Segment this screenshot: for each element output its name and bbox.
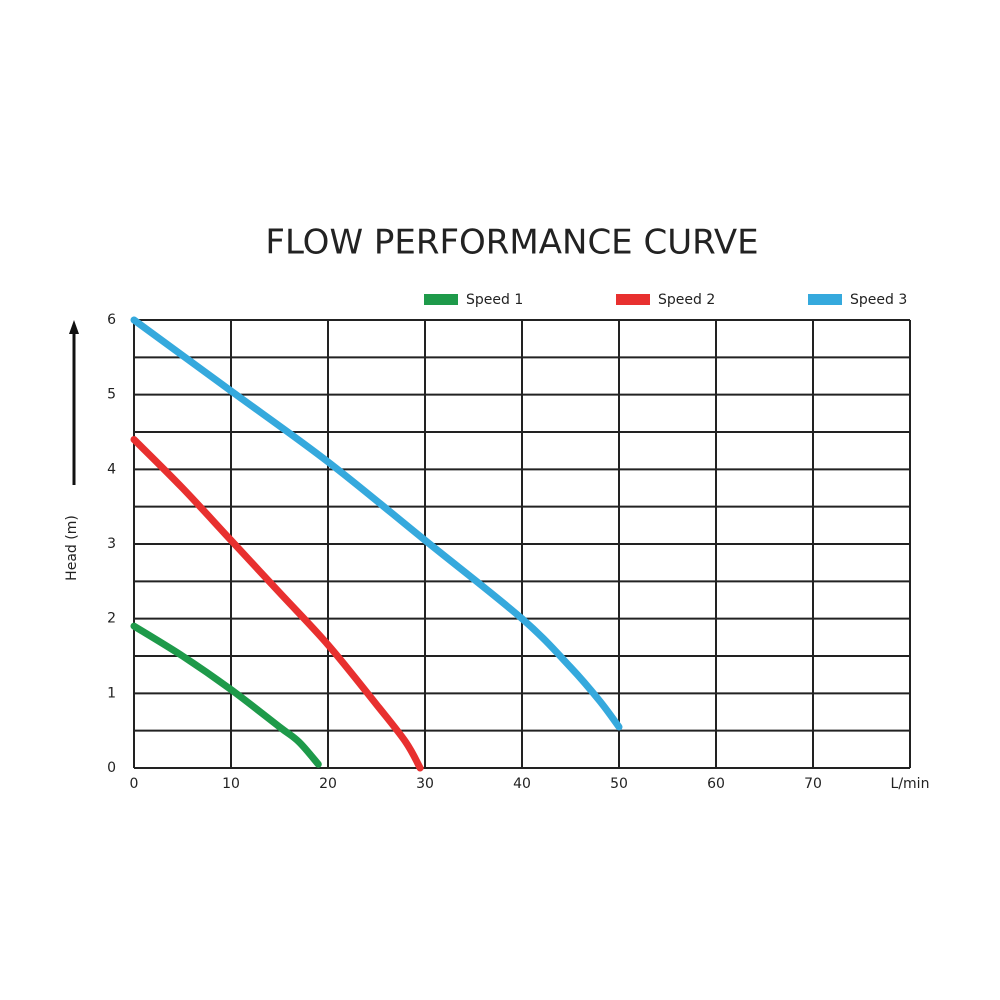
x-tick-label: 10 (222, 776, 240, 792)
legend-label: Speed 1 (466, 292, 523, 308)
x-tick-label: 30 (416, 776, 434, 792)
x-tick-label: 50 (610, 776, 628, 792)
legend-swatch (424, 294, 458, 305)
y-tick-label: 3 (107, 536, 116, 552)
x-tick-label: 70 (804, 776, 822, 792)
series-line (130, 435, 424, 772)
y-tick-label: 1 (107, 685, 116, 701)
y-tick-label: 4 (107, 461, 116, 477)
x-tick-label: 40 (513, 776, 531, 792)
x-tick-label: 0 (130, 776, 139, 792)
series-line (130, 622, 322, 768)
chart-title: FLOW PERFORMANCE CURVE (265, 223, 758, 263)
legend-swatch (616, 294, 650, 305)
y-tick-label: 5 (107, 387, 116, 403)
x-axis-label: L/min (891, 776, 930, 792)
y-tick-label: 6 (107, 312, 116, 328)
y-tick-label: 2 (107, 611, 116, 627)
y-tick-label: 0 (107, 760, 116, 776)
x-tick-label: 20 (319, 776, 337, 792)
legend-label: Speed 2 (658, 292, 715, 308)
x-tick-label: 60 (707, 776, 725, 792)
legend-label: Speed 3 (850, 292, 907, 308)
legend-swatch (808, 294, 842, 305)
y-axis-label: Head (m) (64, 515, 80, 581)
series-line (130, 316, 623, 731)
y-axis-arrowhead (69, 320, 79, 334)
